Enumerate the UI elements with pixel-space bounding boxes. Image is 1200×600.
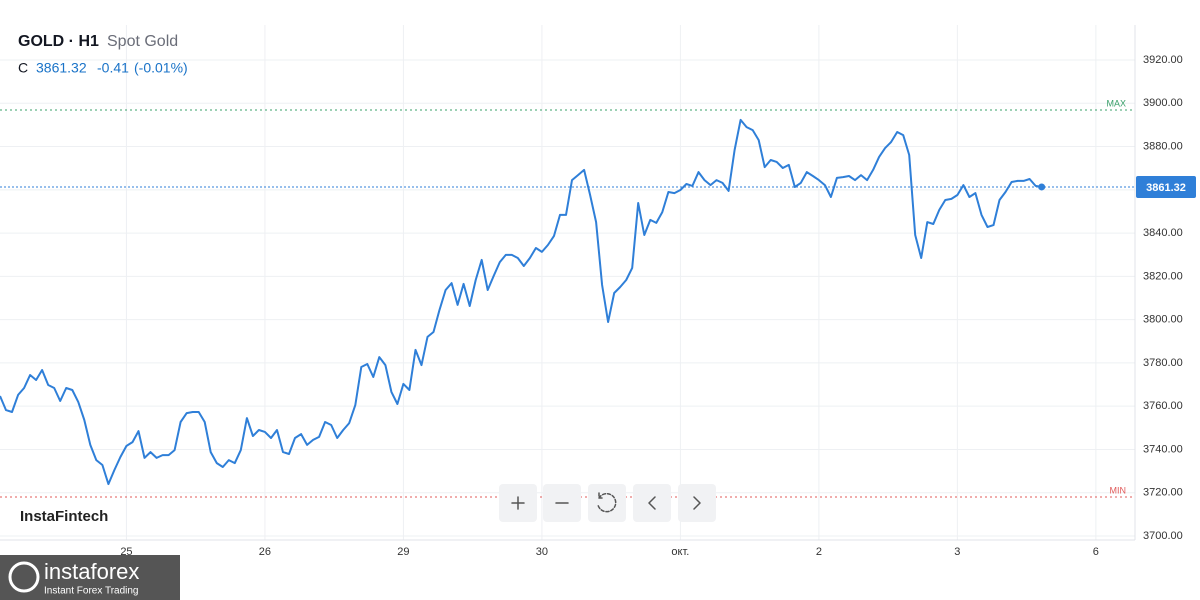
x-tick-label: 25: [120, 546, 132, 558]
y-tick-label: 3740.00: [1143, 443, 1183, 455]
y-tick-label: 3820.00: [1143, 270, 1183, 282]
change-value: -0.41: [97, 60, 129, 76]
logo-box: [0, 555, 180, 600]
zoom-in-button[interactable]: [499, 484, 537, 522]
y-tick-label: 3780.00: [1143, 357, 1183, 369]
x-tick-label: 26: [259, 546, 271, 558]
price-line: [0, 118, 1042, 486]
y-tick-label: 3920.00: [1143, 54, 1183, 66]
symbol: GOLD · H1: [18, 33, 99, 50]
scroll-left-button[interactable]: [633, 484, 671, 522]
y-tick-label: 3840.00: [1143, 227, 1183, 239]
close-label: C: [18, 60, 28, 76]
logo-icon: [8, 561, 40, 593]
last-price-label: 3861.32: [1146, 182, 1186, 194]
y-tick-label: 3900.00: [1143, 97, 1183, 109]
reset-button[interactable]: [588, 484, 626, 522]
last-point: [1038, 183, 1046, 191]
min-line-label: MIN: [1110, 485, 1127, 495]
y-tick-label: 3760.00: [1143, 400, 1183, 412]
x-tick-label: 2: [816, 546, 822, 558]
last-price-tag: [1136, 175, 1196, 198]
logo-name: instaforex: [44, 559, 139, 584]
y-tick-label: 3720.00: [1143, 487, 1183, 499]
y-tick-label: 3800.00: [1143, 314, 1183, 326]
x-tick-label: окт.: [671, 546, 689, 558]
change-percent: (-0.01%): [134, 60, 188, 76]
x-tick-label: 29: [397, 546, 409, 558]
x-tick-label: 30: [536, 546, 548, 558]
x-tick-label: 3: [954, 546, 960, 558]
logo-tagline: Instant Forex Trading: [44, 586, 139, 597]
close-value: 3861.32: [36, 60, 87, 76]
instrument-name: Spot Gold: [107, 33, 178, 50]
y-tick-label: 3700.00: [1143, 530, 1183, 542]
zoom-out-button[interactable]: [543, 484, 581, 522]
watermark: InstaFintech: [20, 508, 108, 525]
max-line-label: MAX: [1106, 98, 1126, 108]
y-tick-label: 3880.00: [1143, 140, 1183, 152]
scroll-right-button[interactable]: [678, 484, 716, 522]
x-tick-label: 6: [1093, 546, 1099, 558]
